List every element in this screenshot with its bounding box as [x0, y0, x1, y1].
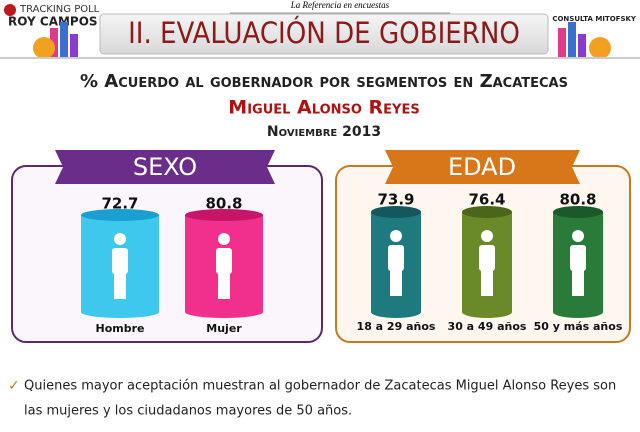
- subtitle: % Acuerdo al gobernador por segmentos en…: [80, 71, 568, 92]
- person-head: [481, 230, 493, 242]
- person-legs: [481, 270, 493, 296]
- person-head: [114, 233, 126, 245]
- slide-title: II. EVALUACIÓN DE GOBIERNO: [128, 16, 520, 50]
- person-body: [570, 245, 586, 271]
- cylinder-base: [81, 306, 159, 318]
- panel-banner: [55, 150, 275, 184]
- item-label: Mujer: [206, 322, 242, 335]
- cylinder-top: [185, 209, 263, 221]
- cylinder-base: [185, 306, 263, 318]
- cylinder-base: [371, 306, 421, 318]
- person-body: [216, 248, 232, 274]
- item-label: 50 y más años: [534, 320, 623, 333]
- person-legs: [572, 270, 584, 296]
- person-head: [572, 230, 584, 242]
- brand-dot: [4, 4, 16, 16]
- title-box: [99, 13, 549, 55]
- value-label: 73.9: [377, 191, 414, 209]
- date: Noviembre 2013: [267, 124, 381, 140]
- item-label: 30 a 49 años: [448, 320, 527, 333]
- person-name: Miguel Alonso Reyes: [228, 97, 419, 119]
- person-head: [390, 230, 402, 242]
- brand-line2: ROY CAMPOS: [8, 15, 98, 29]
- person-legs: [114, 273, 126, 299]
- person-head: [218, 233, 230, 245]
- panel-title: EDAD: [448, 153, 516, 181]
- panel-title: SEXO: [133, 153, 197, 181]
- person-body: [112, 248, 128, 274]
- check-mark: ✓: [8, 378, 20, 394]
- cylinder-base: [462, 306, 512, 318]
- person-body: [388, 245, 404, 271]
- cylinder-top: [371, 206, 421, 218]
- panel-banner: [385, 150, 580, 184]
- note-line: las mujeres y los ciudadanos mayores de …: [24, 404, 352, 419]
- cylinder-top: [462, 206, 512, 218]
- note-line: Quienes mayor aceptación muestran al gob…: [24, 379, 616, 394]
- value-label: 80.8: [559, 191, 596, 209]
- logo-text: CONSULTA MITOFSKY: [552, 15, 637, 23]
- value-label: 80.8: [205, 195, 242, 213]
- value-label: 76.4: [468, 191, 505, 209]
- brand-graphic: [33, 22, 611, 59]
- cylinder-base: [553, 306, 603, 318]
- cylinder-top: [553, 206, 603, 218]
- person-legs: [390, 270, 402, 296]
- panel-frame: [11, 165, 323, 343]
- value-label: 72.7: [101, 195, 138, 213]
- cylinder-top: [81, 209, 159, 221]
- brand-line1: TRACKING POLL: [19, 4, 100, 15]
- item-label: Hombre: [96, 322, 145, 335]
- item-label: 18 a 29 años: [357, 320, 436, 333]
- person-body: [479, 245, 495, 271]
- tagline: La Referencia en encuestas: [290, 0, 390, 10]
- person-legs: [218, 273, 230, 299]
